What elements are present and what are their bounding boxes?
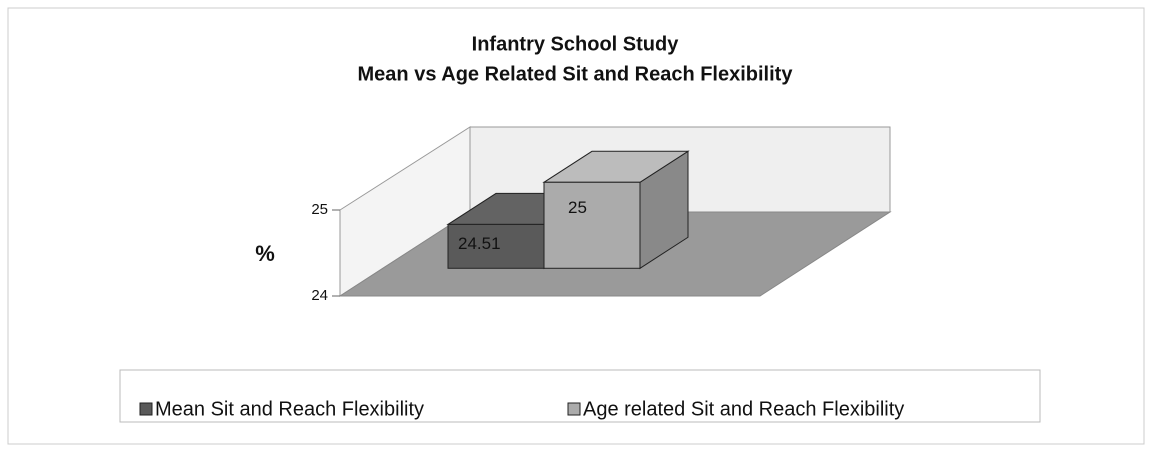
data-label: 25 xyxy=(568,198,587,217)
bar xyxy=(447,223,545,269)
bar xyxy=(543,181,641,269)
legend-label: Age related Sit and Reach Flexibility xyxy=(583,398,904,420)
chart-subtitle: Mean vs Age Related Sit and Reach Flexib… xyxy=(358,63,794,85)
legend-swatch xyxy=(139,402,153,416)
legend-label: Mean Sit and Reach Flexibility xyxy=(155,398,424,420)
y-tick-label: 24 xyxy=(311,287,328,304)
y-tick-label: 25 xyxy=(311,201,328,218)
legend-swatch xyxy=(567,402,581,416)
chart-title: Infantry School Study xyxy=(472,33,680,55)
y-axis-label: % xyxy=(255,241,275,266)
data-label: 24.51 xyxy=(458,234,501,253)
